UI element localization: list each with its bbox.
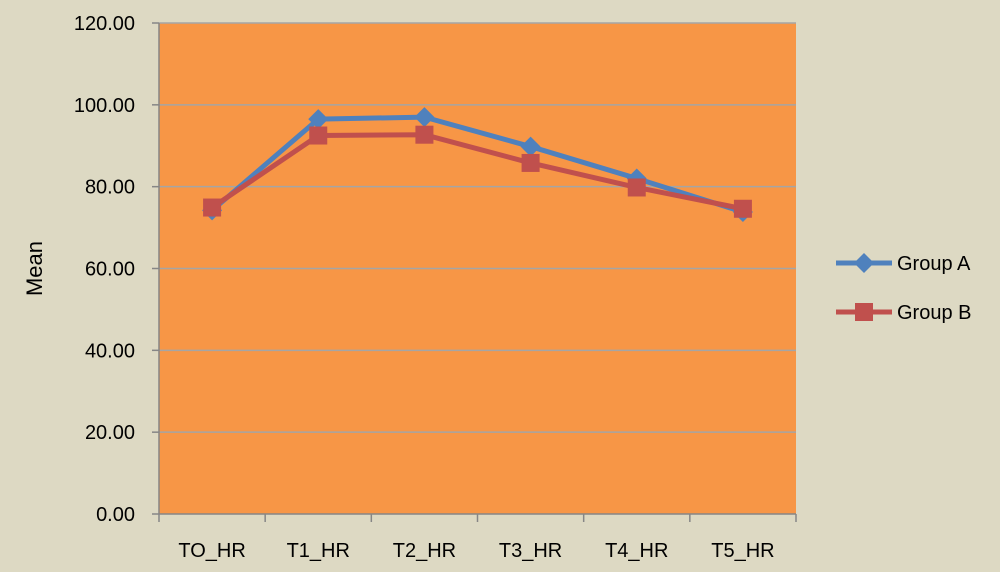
series-group <box>203 125 752 218</box>
axes <box>152 22 797 522</box>
y-tick-label: 60.00 <box>85 259 135 281</box>
data-point <box>733 199 752 218</box>
y-axis-title: Mean <box>22 241 47 296</box>
legend-label: Group B <box>897 302 971 324</box>
data-point <box>520 136 541 157</box>
x-tick-label: T2_HR <box>393 540 456 562</box>
y-tick-label: 20.00 <box>85 422 135 444</box>
y-tick-label: 100.00 <box>74 95 135 117</box>
y-tick-labels: 0.00 20.00 40.00 60.00 80.00 100.00 120.00 <box>74 13 135 526</box>
y-tick-label: 80.00 <box>85 177 135 199</box>
data-point <box>414 107 435 128</box>
legend-marker <box>855 303 873 321</box>
data-point <box>203 198 222 217</box>
series-line <box>210 132 744 212</box>
legend-item: Group B <box>836 302 971 324</box>
data-point <box>309 126 328 145</box>
legend-label: Group A <box>897 253 971 275</box>
x-tick-label: T4_HR <box>605 540 668 562</box>
legend-marker <box>854 253 874 273</box>
data-point <box>308 109 329 130</box>
legend: Group A Group B <box>836 253 971 324</box>
legend-item: Group A <box>836 253 971 275</box>
x-tick-label: T1_HR <box>287 540 350 562</box>
data-point <box>415 125 434 144</box>
data-point <box>521 153 540 172</box>
data-point <box>627 178 646 197</box>
x-tick-labels: TO_HR T1_HR T2_HR T3_HR T4_HR T5_HR <box>178 540 774 562</box>
y-tick-label: 120.00 <box>74 13 135 35</box>
gridlines <box>159 22 796 433</box>
series-layer <box>202 107 753 223</box>
y-tick-label: 40.00 <box>85 340 135 362</box>
series-line <box>210 114 744 215</box>
x-tick-label: T5_HR <box>711 540 774 562</box>
y-tick-label: 0.00 <box>96 504 135 526</box>
x-tick-label: T3_HR <box>499 540 562 562</box>
x-tick-label: TO_HR <box>178 540 245 562</box>
